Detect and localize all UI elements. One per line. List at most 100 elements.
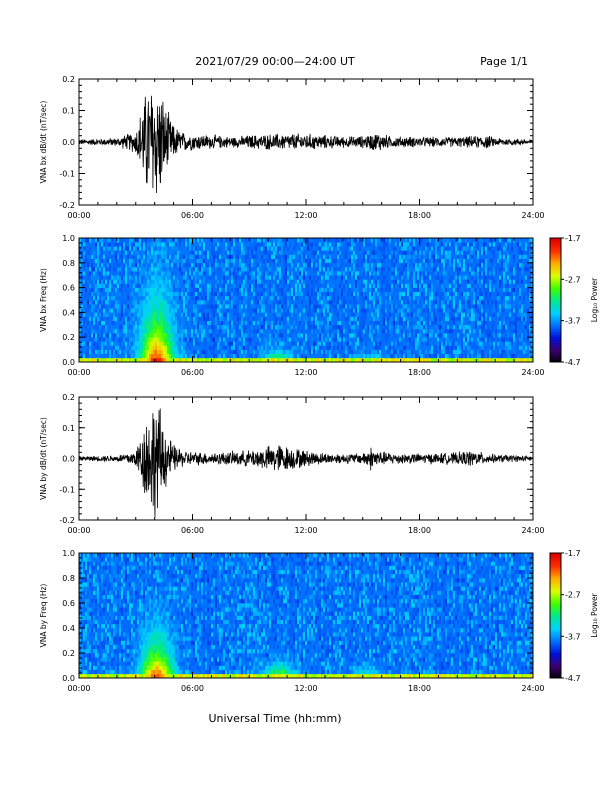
spectrogram-cell — [147, 279, 150, 284]
spectrogram-cell — [151, 357, 154, 363]
spectrogram-cell — [141, 349, 144, 355]
spectrogram-cell — [249, 357, 252, 363]
spectrogram-cell — [299, 328, 302, 334]
spectrogram-cell — [197, 320, 200, 326]
spectrogram-cell — [105, 291, 108, 297]
spectrogram-cell — [233, 333, 236, 338]
spectrogram-cell — [311, 275, 314, 280]
spectrogram-cell — [137, 300, 140, 305]
spectrogram-cell — [83, 242, 86, 247]
spectrogram-cell — [83, 349, 86, 355]
spectrogram-cell — [159, 246, 162, 251]
spectrogram-cell — [157, 316, 160, 321]
spectrogram-cell — [305, 337, 308, 342]
spectrogram-cell — [233, 258, 236, 264]
spectrogram-cell — [307, 242, 310, 247]
spectrogram-cell — [279, 308, 282, 313]
spectrogram-cell — [211, 242, 214, 247]
spectrogram-cell — [309, 262, 312, 268]
spectrogram-cell — [323, 275, 326, 280]
spectrogram-cell — [267, 279, 270, 284]
spectrogram-cell — [329, 341, 332, 346]
spectrogram-cell — [297, 242, 300, 247]
spectrogram-cell — [369, 238, 372, 243]
spectrogram-cell — [117, 283, 120, 288]
spectrogram-cell — [315, 328, 318, 334]
spectrogram-cell — [245, 279, 248, 284]
spectrogram-cell — [113, 341, 116, 346]
spectrogram-cell — [385, 345, 388, 350]
spectrogram-cell — [157, 337, 160, 342]
spectrogram-cell — [381, 304, 384, 309]
spectrogram-cell — [285, 345, 288, 350]
spectrogram-cell — [263, 291, 266, 297]
spectrogram-cell — [375, 246, 378, 251]
spectrogram-cell — [111, 345, 114, 350]
spectrogram-cell — [113, 312, 116, 317]
spectrogram-cell — [125, 250, 128, 255]
spectrogram-cell — [253, 254, 256, 259]
spectrogram-cell — [397, 320, 400, 326]
spectrogram-cell — [211, 258, 214, 264]
spectrogram-cell — [179, 357, 182, 363]
spectrogram-cell — [221, 246, 224, 251]
spectrogram-cell — [267, 283, 270, 288]
spectrogram-cell — [79, 341, 82, 346]
spectrogram-cell — [171, 238, 174, 243]
spectrogram-cell — [275, 345, 278, 350]
spectrogram-cell — [305, 287, 308, 293]
spectrogram-cell — [213, 316, 216, 321]
spectrogram-cell — [347, 316, 350, 321]
spectrogram-cell — [363, 353, 366, 359]
spectrogram-cell — [399, 250, 402, 255]
spectrogram-cell — [171, 345, 174, 350]
spectrogram-cell — [229, 308, 232, 313]
spectrogram-cell — [355, 250, 358, 255]
spectrogram-cell — [153, 316, 156, 321]
spectrogram-cell — [377, 242, 380, 247]
spectrogram-cell — [99, 254, 102, 259]
spectrogram-cell — [345, 349, 348, 355]
spectrogram-cell — [131, 337, 134, 342]
spectrogram-cell — [315, 279, 318, 284]
spectrogram-cell — [163, 254, 166, 259]
spectrogram-cell — [159, 345, 162, 350]
spectrogram-cell — [143, 291, 146, 297]
spectrogram-cell — [157, 345, 160, 350]
spectrogram-cell — [205, 316, 208, 321]
spectrogram-cell — [147, 283, 150, 288]
spectrogram-cell — [269, 238, 272, 243]
spectrogram-cell — [163, 258, 166, 264]
spectrogram-cell — [179, 246, 182, 251]
spectrogram-cell — [125, 238, 128, 243]
spectrogram-cell — [313, 341, 316, 346]
spectrogram-cell — [221, 320, 224, 326]
spectrogram-cell — [319, 304, 322, 309]
spectrogram-cell — [247, 266, 250, 272]
spectrogram-cell — [191, 283, 194, 288]
spectrogram-cell — [249, 291, 252, 297]
spectrogram-cell — [95, 266, 98, 272]
spectrogram-cell — [237, 353, 240, 359]
spectrogram-cell — [163, 287, 166, 293]
spectrogram-cell — [401, 300, 404, 305]
spectrogram-cell — [125, 324, 128, 330]
spectrogram-cell — [267, 341, 270, 346]
spectrogram-cell — [251, 349, 254, 355]
spectrogram-cell — [315, 337, 318, 342]
spectrogram-cell — [79, 246, 82, 251]
spectrogram-cell — [377, 324, 380, 330]
spectrogram-cell — [315, 291, 318, 297]
spectrogram-cell — [363, 320, 366, 326]
spectrogram-cell — [129, 333, 132, 338]
spectrogram-cell — [227, 349, 230, 355]
spectrogram-cell — [317, 316, 320, 321]
spectrogram-cell — [189, 320, 192, 326]
spectrogram-cell — [85, 262, 88, 268]
spectrogram-cell — [155, 308, 158, 313]
spectrogram-cell — [339, 316, 342, 321]
spectrogram-cell — [169, 320, 172, 326]
spectrogram-cell — [271, 279, 274, 284]
spectrogram-cell — [399, 283, 402, 288]
spectrogram-cell — [357, 238, 360, 243]
